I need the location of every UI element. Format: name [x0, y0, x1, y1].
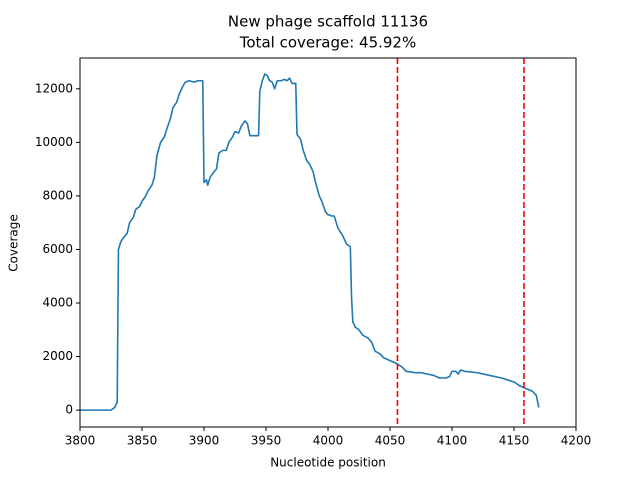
data-line	[80, 73, 540, 411]
plot-frame	[79, 57, 577, 428]
x-tick-label: 3850	[127, 434, 158, 448]
x-tick-label: 4200	[561, 434, 592, 448]
y-tick-label: 12000	[35, 81, 73, 95]
y-tick-label: 4000	[42, 296, 73, 310]
x-tick-label: 3900	[189, 434, 220, 448]
y-axis-label: Coverage	[7, 214, 21, 272]
chart-title: New phage scaffold 11136	[228, 13, 428, 31]
y-tick-label: 6000	[42, 242, 73, 256]
y-tick-label: 0	[65, 403, 73, 417]
x-tick-label: 4050	[375, 434, 406, 448]
x-tick-label: 3800	[65, 434, 96, 448]
y-tick-label: 8000	[42, 188, 73, 202]
x-tick-label: 4150	[499, 434, 530, 448]
x-axis-label: Nucleotide position	[270, 456, 386, 470]
chart-subtitle: Total coverage: 45.92%	[239, 34, 416, 52]
x-tick-label: 4100	[437, 434, 468, 448]
y-tick-label: 2000	[42, 349, 73, 363]
x-tick-label: 3950	[251, 434, 282, 448]
y-tick-label: 10000	[35, 135, 73, 149]
x-tick-label: 4000	[313, 434, 344, 448]
